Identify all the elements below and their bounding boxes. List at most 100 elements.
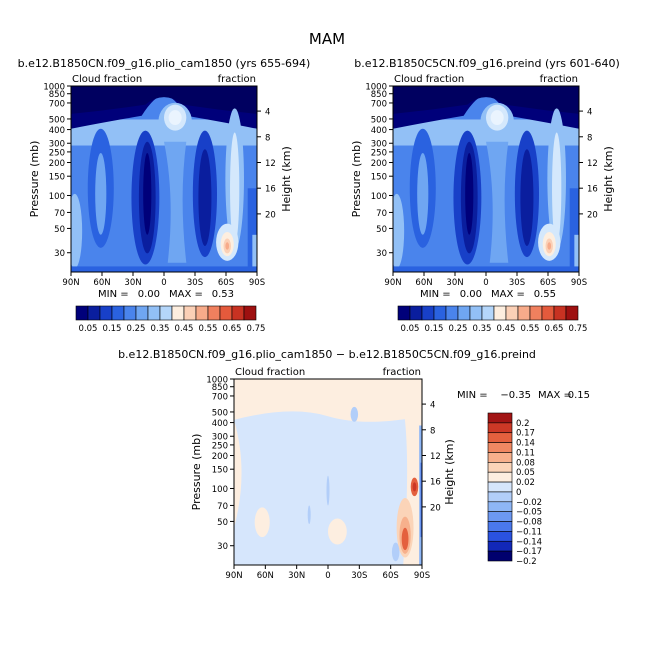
colorbar-swatch xyxy=(487,540,513,552)
panel-diff: b.e12.B1850CN.f09_g16.plio_cam1850 − b.e… xyxy=(118,348,590,581)
height-tick-label: 4 xyxy=(265,108,270,118)
panel-left-contour-field xyxy=(71,86,257,272)
y-tick-label: 50 xyxy=(54,225,65,235)
y-tick-label: 30 xyxy=(376,249,387,259)
colorbar-swatch xyxy=(529,305,543,321)
y-tick-label: 100 xyxy=(212,485,228,495)
colorbar-label: 0.55 xyxy=(199,324,218,334)
x-tick-label: 90S xyxy=(571,278,587,288)
x-tick-label: 30N xyxy=(288,571,305,581)
colorbar-swatch xyxy=(207,305,221,321)
contour-region xyxy=(143,152,152,235)
x-tick-label: 90S xyxy=(414,571,430,581)
panel-diff-max-value: 0.15 xyxy=(568,390,590,401)
colorbar-swatch xyxy=(123,305,137,321)
panel-diff-title: b.e12.B1850CN.f09_g16.plio_cam1850 − b.e… xyxy=(118,348,536,361)
y-tick-label: 300 xyxy=(371,140,387,150)
colorbar-label: 0.25 xyxy=(449,324,468,334)
colorbar-swatch xyxy=(487,471,513,483)
panel-right-colorbar: 0.05 0.15 0.25 0.35 0.45 0.55 0.65 0.75 xyxy=(397,305,588,334)
y-tick-label: 850 xyxy=(371,90,387,100)
panel-diff-y2label: Height (km) xyxy=(443,439,456,505)
contour-region xyxy=(574,234,579,272)
contour-region xyxy=(393,86,579,114)
height-tick-label: 12 xyxy=(430,452,441,462)
y-tick-label: 850 xyxy=(212,383,228,393)
panel-left-ylabel: Pressure (mb) xyxy=(28,141,41,218)
height-tick-label: 16 xyxy=(430,478,441,488)
contour-region xyxy=(95,152,107,235)
contour-region xyxy=(225,242,230,250)
colorbar-label: 0.2 xyxy=(516,419,530,429)
y-tick-label: 500 xyxy=(212,408,228,418)
colorbar-label: 0.05 xyxy=(401,324,420,334)
colorbar-label: 0.65 xyxy=(545,324,564,334)
height-tick-label: 12 xyxy=(587,159,598,169)
x-tick-label: 90N xyxy=(62,278,79,288)
colorbar-label: 0 xyxy=(516,488,521,498)
colorbar-swatch xyxy=(487,491,513,503)
colorbar-label: −0.2 xyxy=(516,557,537,567)
panel-right-height-axis: 4 8 12 16 20 xyxy=(579,108,598,220)
contour-region xyxy=(71,193,83,269)
contour-region xyxy=(490,110,504,126)
height-tick-label: 8 xyxy=(265,133,270,143)
height-tick-label: 4 xyxy=(430,401,435,411)
colorbar-swatch xyxy=(445,305,459,321)
contour-region xyxy=(198,149,212,246)
colorbar-swatch xyxy=(517,305,531,321)
colorbar-label: 0.75 xyxy=(247,324,266,334)
panel-diff-colorbar: 0.20.170.140.110.080.050.020−0.02−0.05−0… xyxy=(487,412,542,567)
y-tick-label: 70 xyxy=(376,209,387,219)
colorbar-swatch xyxy=(487,432,513,443)
colorbar-swatch xyxy=(75,305,89,321)
x-tick-label: 60S xyxy=(218,278,234,288)
x-tick-label: 60N xyxy=(257,571,274,581)
colorbar-swatch xyxy=(111,305,125,321)
colorbar-label: 0.55 xyxy=(521,324,540,334)
y-tick-label: 150 xyxy=(371,173,387,183)
colorbar-label: 0.15 xyxy=(103,324,122,334)
contour-region xyxy=(328,518,347,545)
colorbar-swatch xyxy=(487,511,513,522)
colorbar-label: 0.35 xyxy=(151,324,170,334)
colorbar-swatch xyxy=(183,305,197,321)
colorbar-swatch xyxy=(135,305,149,321)
colorbar-label: 0.75 xyxy=(569,324,588,334)
y-tick-label: 100 xyxy=(49,192,65,202)
y-tick-label: 30 xyxy=(217,542,228,552)
panel-right-fraction-label: fraction xyxy=(540,74,578,85)
y-tick-label: 1000 xyxy=(206,376,228,386)
contour-region xyxy=(420,462,422,538)
panel-right-y2label: Height (km) xyxy=(602,146,615,212)
y-tick-label: 250 xyxy=(212,441,228,451)
y-tick-label: 700 xyxy=(371,99,387,109)
x-tick-label: 90N xyxy=(225,571,242,581)
colorbar-swatch xyxy=(99,305,113,321)
panel-left-min-value: 0.00 xyxy=(138,289,160,300)
panel-left-max-value: 0.53 xyxy=(212,289,234,300)
colorbar-swatch xyxy=(231,305,245,321)
colorbar-swatch xyxy=(505,305,519,321)
contour-region xyxy=(252,234,257,272)
y-tick-label: 250 xyxy=(371,148,387,158)
colorbar-label: 0.65 xyxy=(223,324,242,334)
x-tick-label: 90N xyxy=(384,278,401,288)
y-tick-label: 30 xyxy=(54,249,65,259)
height-tick-label: 16 xyxy=(587,185,598,195)
y-tick-label: 50 xyxy=(376,225,387,235)
colorbar-swatch xyxy=(487,550,513,562)
y-tick-label: 100 xyxy=(371,192,387,202)
colorbar-label: 0.17 xyxy=(516,429,535,439)
panel-left-x-axis: 90N 60N 30N 0 30S 60S 90S xyxy=(62,272,265,288)
contour-region xyxy=(393,266,579,272)
x-tick-label: 30S xyxy=(187,278,203,288)
panel-diff-contour-field xyxy=(234,379,422,565)
contour-region xyxy=(254,507,270,538)
panel-left-y2label: Height (km) xyxy=(280,146,293,212)
y-tick-label: 200 xyxy=(371,159,387,169)
panel-diff-ylabel: Pressure (mb) xyxy=(190,434,203,511)
